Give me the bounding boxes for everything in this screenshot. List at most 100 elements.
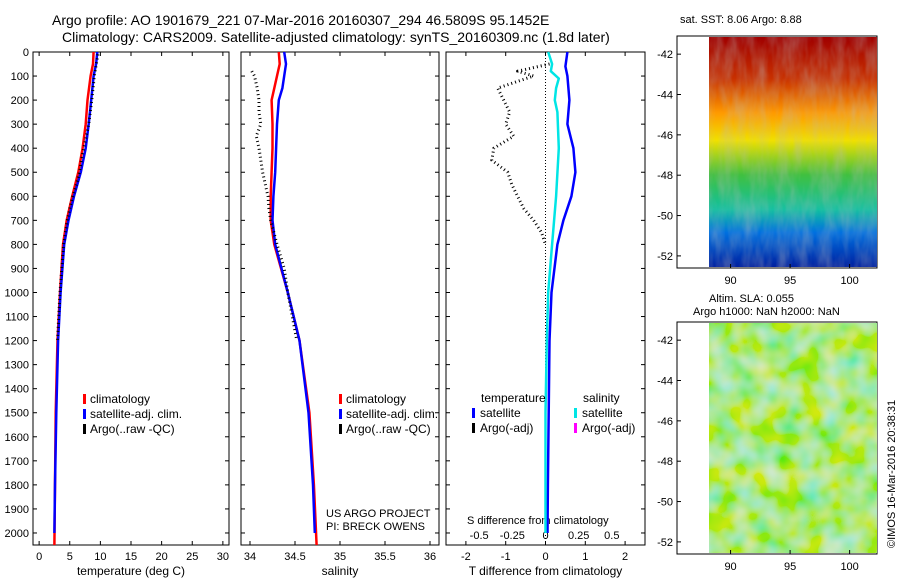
x-tick-label: 0: [36, 551, 42, 563]
legend-swatch: [83, 394, 86, 404]
legend-label: Argo(..raw -QC): [90, 422, 175, 436]
x-tick-label: 2: [622, 551, 628, 563]
series-temperature-argo-adj-: [490, 62, 550, 245]
sla-map: [676, 321, 878, 555]
s-tick-label: 0.25: [568, 530, 589, 542]
y-tick-label: 1700: [5, 456, 29, 468]
series-temperature-satellite: [546, 51, 577, 534]
legend-label: climatology: [90, 392, 150, 406]
legend-swatch: [83, 409, 86, 419]
x-tick-label: 10: [94, 551, 106, 563]
y-tick-label: 200: [11, 95, 29, 107]
x-tick-label: 5: [67, 551, 73, 563]
legend-swatch: [83, 424, 86, 434]
y-tick-label: 1800: [5, 480, 29, 492]
x-axis-label: T difference from climatology: [469, 564, 623, 578]
lat-tick-label: -50: [657, 211, 673, 223]
panel-salinity: 34 34.5 35 35.5 36 salinity climatologysatelli…: [240, 51, 440, 578]
legend-label: satellite: [582, 406, 623, 420]
x-tick-label: 34.5: [284, 551, 305, 563]
series-satellite-adj-clim-: [271, 51, 317, 534]
y-tick-label: 1900: [5, 504, 29, 516]
x-tick-label: 34: [244, 551, 256, 563]
argo-height-label: Argo h1000: NaN h2000: NaN: [693, 306, 840, 318]
legend-label: satellite: [480, 406, 521, 420]
legend-label: satellite-adj. clim.: [346, 407, 438, 421]
y-tick-label: 1100: [5, 312, 29, 324]
x-tick-label: -1: [501, 551, 511, 563]
lat-tick-label: -52: [657, 537, 673, 549]
lon-tick-label: 90: [724, 561, 736, 573]
chart-title-line1: Argo profile: AO 1901679_221 07-Mar-2016…: [52, 12, 550, 28]
y-tick-label: 800: [11, 239, 29, 251]
x-tick-label: -2: [461, 551, 471, 563]
panel-temperature: 0 100 200 300 400 500 600 700 800 900 1000 1100 1200…: [5, 47, 230, 578]
legend-label: Argo(-adj): [480, 421, 533, 435]
sla-map-title: Altim. SLA: 0.055: [709, 293, 794, 305]
x-tick-label: 15: [125, 551, 137, 563]
plot-frame: [240, 51, 440, 546]
legend-swatch: [339, 394, 342, 404]
y-tick-label: 1300: [5, 360, 29, 372]
y-tick-label: 1600: [5, 432, 29, 444]
y-tick-label: 700: [11, 215, 29, 227]
legend-label: Argo(-adj): [582, 421, 635, 435]
plot-frame: [32, 51, 230, 546]
lon-tick-label: 95: [784, 561, 796, 573]
chart-title-line2: Climatology: CARS2009. Satellite-adjuste…: [62, 29, 610, 45]
lat-tick-label: -44: [657, 90, 673, 102]
legend-swatch: [472, 408, 475, 418]
lat-tick-label: -46: [657, 416, 673, 428]
x-tick-label: 1: [582, 551, 588, 563]
y-tick-label: 300: [11, 119, 29, 131]
lat-tick-label: -42: [657, 335, 673, 347]
legend-swatch: [339, 424, 342, 434]
y-tick-label: 400: [11, 143, 29, 155]
x-tick-label: 35.5: [374, 551, 395, 563]
lon-tick-label: 95: [784, 275, 796, 287]
project-credit: US ARGO PROJECT: [326, 508, 431, 520]
y-tick-label: 1200: [5, 336, 29, 348]
series-salinity-satellite: [544, 51, 561, 533]
s-tick-label: -0.5: [470, 530, 489, 542]
legend-title-temperature: temperature: [481, 391, 546, 405]
y-tick-label: 500: [11, 167, 29, 179]
y-tick-label: 2000: [5, 528, 29, 540]
x-axis-label: temperature (deg C): [77, 564, 185, 578]
legend-swatch: [574, 408, 577, 418]
s-tick-label: 0.5: [604, 530, 619, 542]
legend-label: climatology: [346, 392, 406, 406]
y-tick-label: 600: [11, 191, 29, 203]
pi-credit: PI: BRECK OWENS: [326, 521, 426, 533]
sst-map-title: sat. SST: 8.06 Argo: 8.88: [680, 14, 802, 26]
y-tick-label: 1400: [5, 384, 29, 396]
lon-tick-label: 100: [840, 275, 858, 287]
lat-tick-label: -48: [657, 170, 673, 182]
legend-label: Argo(..raw -QC): [346, 422, 431, 436]
x-tick-label: 0: [542, 551, 548, 563]
sst-map: [676, 35, 878, 269]
x-tick-label: 36: [424, 551, 436, 563]
lat-tick-label: -42: [657, 49, 673, 61]
x-tick-label: 25: [186, 551, 198, 563]
s-diff-axis-label: S difference from climatology: [467, 515, 609, 527]
lat-tick-label: -44: [657, 376, 673, 388]
y-tick-label: 1500: [5, 408, 29, 420]
series-satellite-adj-clim-: [53, 51, 99, 534]
legend-swatch: [472, 423, 475, 433]
lat-tick-label: -46: [657, 130, 673, 142]
y-tick-label: 900: [11, 263, 29, 275]
y-tick-label: 100: [11, 71, 29, 83]
x-axis-label: salinity: [322, 564, 359, 578]
lon-tick-label: 90: [724, 275, 736, 287]
y-tick-label: 1000: [5, 287, 29, 299]
x-tick-label: 30: [217, 551, 229, 563]
x-tick-label: 20: [156, 551, 168, 563]
s-tick-label: -0.25: [500, 530, 525, 542]
x-tick-label: 35: [334, 551, 346, 563]
legend-title-salinity: salinity: [583, 391, 620, 405]
lat-tick-label: -50: [657, 497, 673, 509]
lat-tick-label: -52: [657, 251, 673, 263]
lon-tick-label: 100: [840, 561, 858, 573]
